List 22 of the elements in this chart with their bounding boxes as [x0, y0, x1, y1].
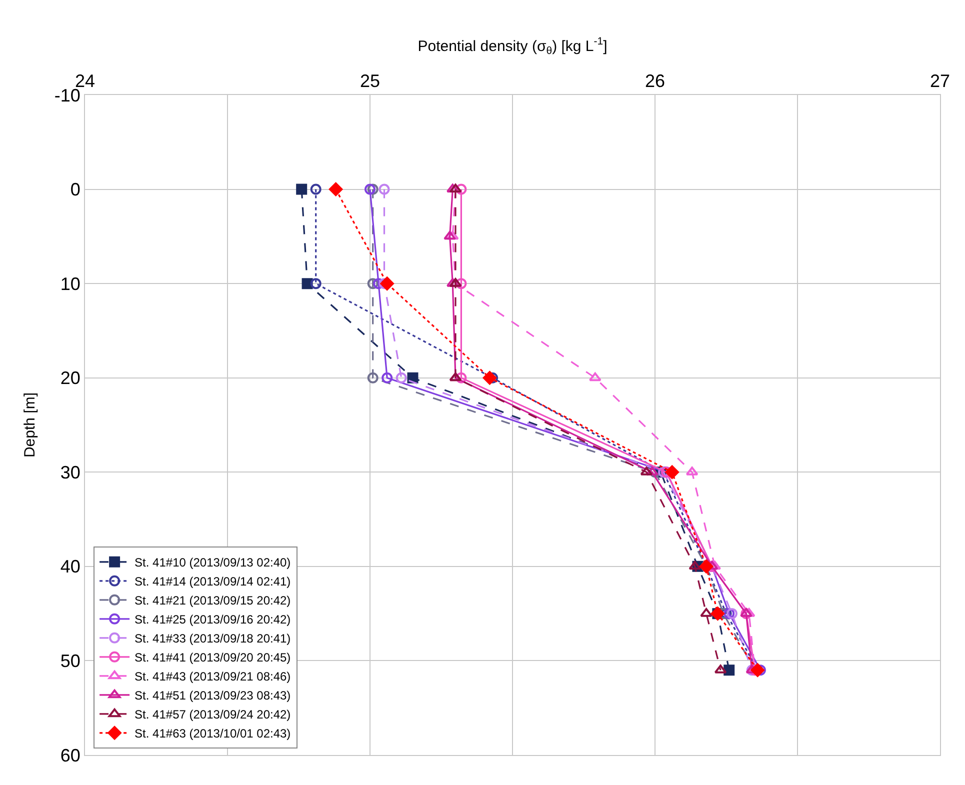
- y-tick-label: 50: [60, 651, 80, 672]
- legend-label: St. 41#33 (2013/09/18 20:41): [134, 632, 291, 646]
- x-tick-label: 25: [360, 70, 380, 91]
- x-axis-title: Potential density (σ$_{θ}$) [kg L$^{-1}$]: [418, 36, 608, 58]
- y-tick-label: 20: [60, 368, 80, 388]
- legend-label: St. 41#51 (2013/09/23 08:43): [134, 688, 291, 703]
- y-tick-label: 0: [70, 180, 80, 200]
- y-axis-title: Depth [m]: [22, 392, 39, 458]
- x-tick-label: 27: [930, 70, 950, 91]
- legend-label: St. 41#10 (2013/09/13 02:40): [134, 556, 291, 570]
- legend-label: St. 41#21 (2013/09/15 20:42): [134, 594, 291, 608]
- legend-label: St. 41#63 (2013/10/01 02:43): [134, 726, 291, 741]
- y-tick-label: 40: [60, 556, 80, 577]
- legend-label: St. 41#25 (2013/09/16 20:42): [134, 612, 291, 627]
- legend-label: St. 41#41 (2013/09/20 20:45): [134, 650, 291, 665]
- y-tick-label: 60: [60, 745, 80, 766]
- y-tick-label: 10: [60, 274, 80, 294]
- legend-label: St. 41#43 (2013/09/21 08:46): [134, 670, 291, 684]
- legend-label: St. 41#57 (2013/09/24 20:42): [134, 708, 291, 722]
- y-tick-label: 30: [60, 462, 80, 482]
- x-tick-label: 26: [644, 70, 666, 91]
- legend-label: St. 41#14 (2013/09/14 02:41): [134, 574, 291, 589]
